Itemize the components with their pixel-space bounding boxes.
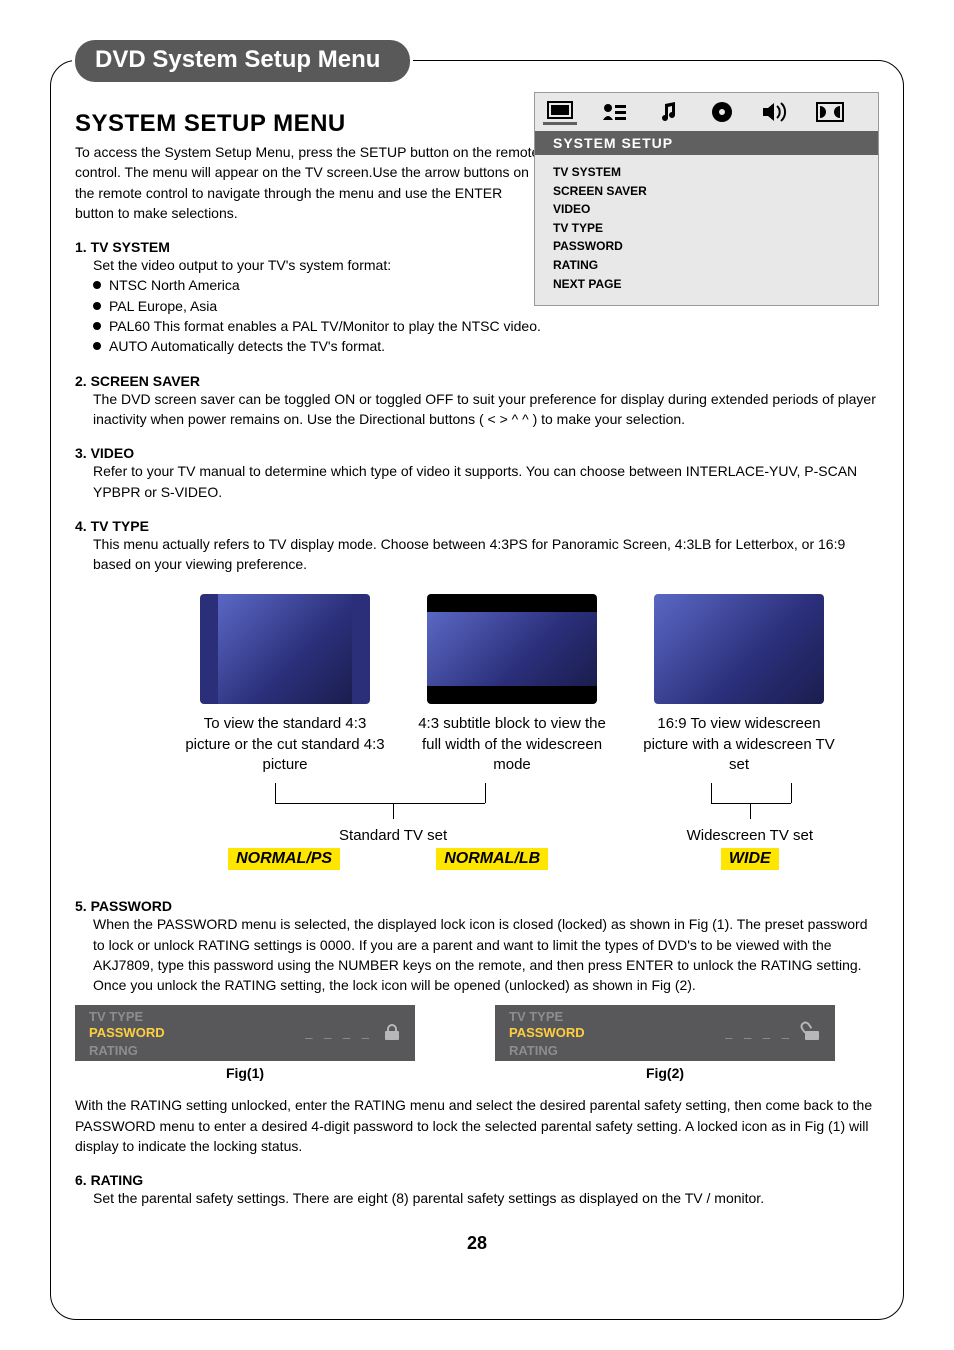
password-fig-2: TV TYPE PASSWORD _ _ _ _ RATING Fig(2) [495,1005,835,1081]
section-4-body: This menu actually refers to TV display … [93,534,879,575]
tv-caption: 16:9 To view widescreen picture with a w… [639,714,839,775]
tv-caption: To view the standard 4:3 picture or the … [185,714,385,775]
osd-item: PASSWORD [553,237,860,256]
osd-item: NEXT PAGE [553,275,860,294]
password-fig-1: TV TYPE PASSWORD _ _ _ _ RATING Fig(1) [75,1005,415,1081]
fig1-caption: Fig(1) [75,1065,415,1081]
tv-screen-graphic [654,594,824,704]
bullet-dot-icon [93,302,101,310]
screen-icon [543,99,577,125]
osd-item: TV TYPE [553,219,860,238]
section-5-body: When the PASSWORD menu is selected, the … [93,914,879,995]
section-6-body: Set the parental safety settings. There … [93,1188,879,1208]
section-5-title: 5. PASSWORD [75,898,879,914]
music-note-icon [651,99,685,125]
pw-dashes: _ _ _ _ [725,1025,793,1040]
tv-fig-normal-lb: 4:3 subtitle block to view the full widt… [412,594,612,775]
pw-label-tvtype: TV TYPE [89,1009,143,1024]
pw-dashes: _ _ _ _ [305,1025,373,1040]
osd-menu-list: TV SYSTEM SCREEN SAVER VIDEO TV TYPE PAS… [535,155,878,305]
tv-screen-graphic [427,594,597,704]
mode-tag-wide: WIDE [721,848,779,870]
section-3-body: Refer to your TV manual to determine whi… [93,461,879,502]
section-2-body: The DVD screen saver can be toggled ON o… [93,389,879,430]
osd-item: SCREEN SAVER [553,182,860,201]
tv-type-figures: To view the standard 4:3 picture or the … [185,594,839,775]
pw-label-tvtype: TV TYPE [509,1009,563,1024]
tv-fig-wide: 16:9 To view widescreen picture with a w… [639,594,839,775]
osd-tab-strip [535,93,878,131]
fig2-caption: Fig(2) [495,1065,835,1081]
dolby-icon [813,99,847,125]
disc-icon [705,99,739,125]
bullet-text: PAL60 This format enables a PAL TV/Monit… [109,316,541,336]
tv-caption: 4:3 subtitle block to view the full widt… [412,714,612,775]
pw-label-password: PASSWORD [509,1025,585,1040]
tv-screen-graphic [200,594,370,704]
speaker-icon [759,99,793,125]
bullet-text: AUTO Automatically detects the TV's form… [109,336,385,356]
osd-item: VIDEO [553,200,860,219]
osd-item: RATING [553,256,860,275]
bracket-standard [185,783,601,833]
page-number: 28 [75,1233,879,1254]
bullet-dot-icon [93,322,101,330]
post-password-paragraph: With the RATING setting unlocked, enter … [75,1095,879,1156]
pw-label-rating: RATING [89,1043,138,1058]
page-content: DVD System Setup Menu SYSTEM SETUP [0,0,954,1274]
person-menu-icon [597,99,631,125]
pw-label-password: PASSWORD [89,1025,165,1040]
bullet-dot-icon [93,281,101,289]
bracket-labels: Standard TV set Widescreen TV set [185,833,839,844]
mode-tag-row: NORMAL/PS NORMAL/LB WIDE [185,848,839,870]
section-3-title: 3. VIDEO [75,445,879,461]
lock-open-icon [803,1026,821,1040]
bracket-row [185,783,839,833]
bullet-dot-icon [93,342,101,350]
section-6-title: 6. RATING [75,1172,879,1188]
pw-label-rating: RATING [509,1043,558,1058]
bullet-text: PAL Europe, Asia [109,296,217,316]
bracket-widescreen [661,783,839,833]
bullet-text: NTSC North America [109,275,240,295]
chapter-title-pill: DVD System Setup Menu [75,40,410,82]
lock-closed-icon [383,1026,401,1040]
password-figures: TV TYPE PASSWORD _ _ _ _ RATING Fig(1) T… [75,1005,879,1081]
intro-paragraph: To access the System Setup Menu, press t… [75,142,545,223]
mode-tag-normal-ps: NORMAL/PS [228,848,340,870]
mode-tag-normal-lb: NORMAL/LB [436,848,548,870]
section-4-title: 4. TV TYPE [75,518,879,534]
osd-title-bar: SYSTEM SETUP [535,131,878,155]
osd-system-setup: SYSTEM SETUP TV SYSTEM SCREEN SAVER VIDE… [534,92,879,306]
section-2-title: 2. SCREEN SAVER [75,373,879,389]
osd-item: TV SYSTEM [553,163,860,182]
tv-fig-normal-ps: To view the standard 4:3 picture or the … [185,594,385,775]
